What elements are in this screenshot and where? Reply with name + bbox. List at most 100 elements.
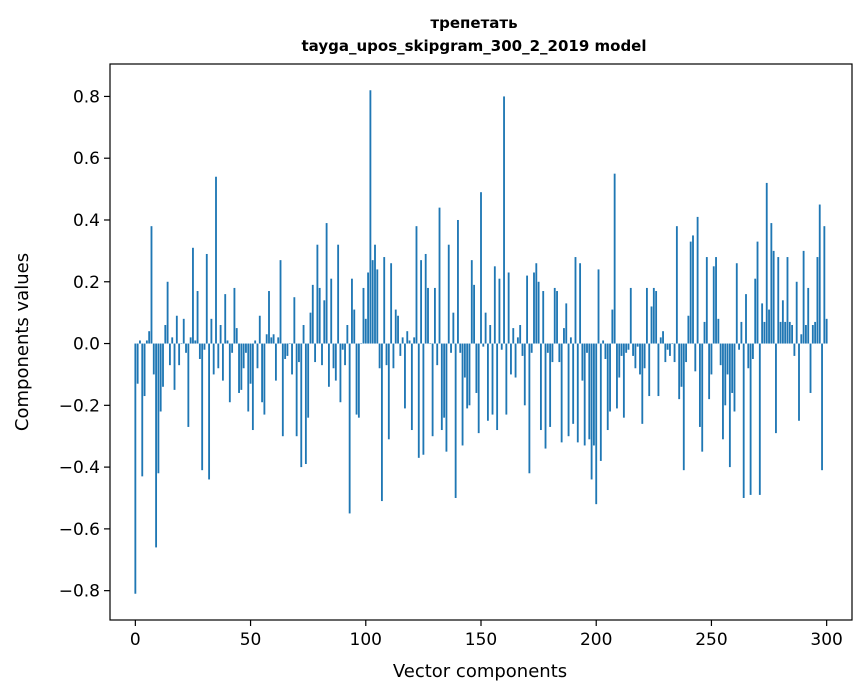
bar (775, 343, 777, 434)
bar (703, 321, 706, 344)
bar (178, 343, 181, 366)
bar (212, 343, 215, 375)
bar (424, 253, 427, 344)
bar (298, 343, 300, 363)
chart-title: трепетать (430, 14, 517, 32)
x-tick-label: 200 (580, 630, 612, 650)
bar (754, 278, 757, 344)
bar (489, 325, 492, 344)
bar (692, 235, 694, 344)
bar (205, 253, 208, 344)
bar (823, 226, 826, 344)
bar (390, 263, 393, 344)
bar (486, 343, 489, 421)
bar (235, 328, 238, 344)
y-tick-label: 0.2 (73, 273, 100, 293)
bar (457, 219, 459, 344)
bar (625, 343, 628, 353)
bar (367, 272, 370, 344)
bar (735, 263, 738, 344)
bar (454, 343, 457, 498)
bar (811, 325, 814, 344)
bar (606, 343, 609, 431)
bar (323, 300, 326, 344)
x-tick-label: 0 (130, 630, 141, 650)
bar (498, 278, 501, 344)
bar (185, 343, 187, 353)
bar (431, 343, 434, 437)
bar (777, 257, 780, 344)
bar (182, 318, 185, 344)
bar (314, 343, 317, 363)
bar (300, 343, 303, 468)
bar (763, 321, 766, 344)
bar (558, 343, 561, 363)
bar (162, 343, 164, 387)
bar (415, 226, 418, 344)
bar (461, 343, 464, 446)
bar (821, 343, 823, 471)
bar (417, 343, 420, 458)
bar (256, 343, 259, 369)
bar (728, 343, 731, 468)
bar (779, 321, 782, 344)
bar (330, 278, 333, 344)
bar (682, 343, 685, 471)
bar (669, 343, 671, 356)
bar (639, 343, 641, 375)
bar (586, 343, 588, 353)
bar (560, 343, 563, 443)
bar (756, 241, 759, 344)
bar (249, 343, 252, 384)
bar (579, 263, 582, 344)
bar (378, 343, 381, 369)
bar (348, 343, 351, 514)
bar (369, 90, 372, 344)
bar (576, 343, 579, 443)
bar (814, 321, 817, 344)
bar (510, 343, 512, 375)
bar (459, 343, 462, 353)
bar (696, 216, 699, 344)
bar (533, 272, 535, 344)
bar (263, 343, 266, 415)
bar (530, 343, 533, 353)
bar (592, 343, 595, 446)
bar (521, 343, 524, 356)
bar (569, 337, 572, 344)
bar (353, 309, 356, 344)
bar (245, 343, 247, 353)
bar (291, 343, 293, 375)
bar (157, 343, 160, 474)
bar (493, 266, 496, 344)
bar (360, 343, 363, 345)
bar (659, 337, 662, 344)
bar (399, 343, 402, 356)
bar (219, 325, 222, 344)
bar (632, 343, 635, 356)
bar (629, 287, 632, 344)
plot-frame (109, 63, 853, 621)
bar (657, 343, 660, 397)
bar (708, 343, 711, 400)
bar (549, 343, 552, 427)
bar (611, 309, 614, 344)
bar (528, 343, 531, 474)
bar (652, 287, 655, 344)
bar (316, 244, 319, 344)
bar (597, 269, 600, 344)
bar (406, 331, 409, 344)
y-tick-label: 0.4 (73, 211, 100, 231)
bar (567, 343, 570, 437)
bar (551, 343, 554, 363)
bar (726, 343, 729, 375)
bar (387, 343, 390, 440)
bar (675, 226, 678, 344)
bar (152, 343, 155, 375)
y-tick-label: −0.6 (59, 520, 100, 540)
bar (344, 343, 346, 366)
bar (772, 250, 775, 344)
bar (304, 343, 307, 465)
bar (722, 343, 724, 440)
bar (701, 343, 704, 452)
